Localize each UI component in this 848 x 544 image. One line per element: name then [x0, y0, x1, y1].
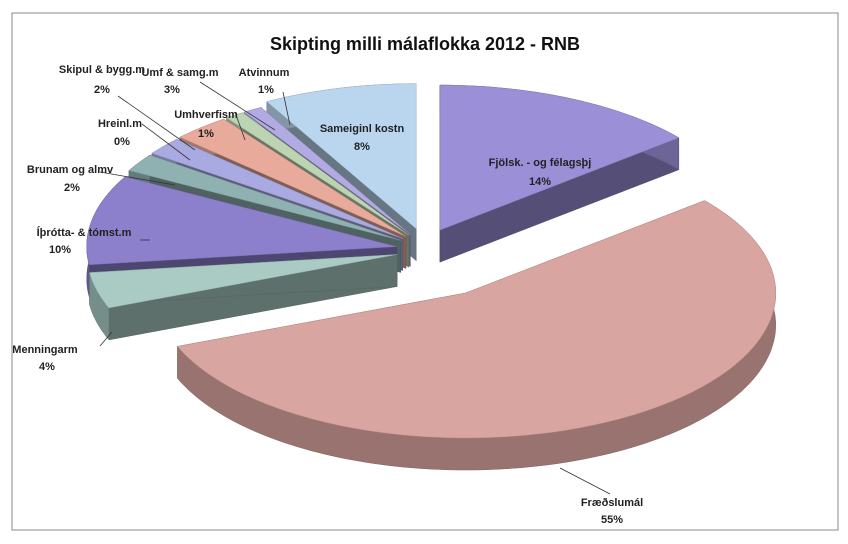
pie-slice [177, 200, 776, 471]
slice-top [151, 139, 403, 239]
slice-top [226, 112, 409, 236]
value-label: 14% [529, 176, 551, 188]
slice-top [128, 154, 401, 241]
chart-title: Skipting milli málaflokka 2012 - RNB [270, 34, 580, 54]
slice-top [439, 84, 680, 231]
value-label: 55% [601, 514, 623, 526]
value-label: 8% [354, 141, 370, 153]
slice-label: Fjölsk. - og félagsþj [489, 157, 592, 169]
slice-top [177, 200, 776, 439]
value-label: 4% [39, 361, 55, 373]
leader-line [141, 123, 191, 161]
slice-top [89, 254, 398, 309]
leader-line [282, 91, 291, 126]
pie-slice [439, 84, 680, 263]
slice-top [243, 107, 411, 235]
value-label: 1% [258, 84, 274, 96]
leader-line [559, 467, 611, 495]
value-label: 0% [114, 136, 130, 148]
slice-top [179, 118, 407, 237]
slice-label: Skipul & bygg.m [59, 64, 145, 76]
value-label: 1% [198, 128, 214, 140]
slice-label: Brunam og almv [27, 164, 114, 176]
value-label: 10% [49, 244, 71, 256]
leader-line [99, 331, 113, 347]
leader-line [117, 95, 196, 151]
slice-label: Menningarm [12, 344, 78, 356]
slice-label: Hreinl.m [98, 118, 142, 130]
pie-slice [89, 254, 398, 341]
leader-line [234, 111, 246, 141]
leader-line [199, 81, 276, 131]
slice-label: Umhverfism [174, 109, 238, 121]
slice-label: Fræðslumál [581, 497, 643, 509]
slice-label: Umf & samg.m [141, 67, 218, 79]
slice-label: Sameiginl kostn [320, 123, 405, 135]
value-label: 2% [64, 182, 80, 194]
value-label: 3% [164, 84, 180, 96]
slice-top [86, 176, 397, 266]
leader-line [99, 171, 176, 186]
slice-label: Íþrótta- & tómst.m [37, 226, 132, 239]
slice-top [266, 83, 417, 230]
value-label: 2% [94, 84, 110, 96]
slice-label: Atvinnum [239, 67, 290, 79]
